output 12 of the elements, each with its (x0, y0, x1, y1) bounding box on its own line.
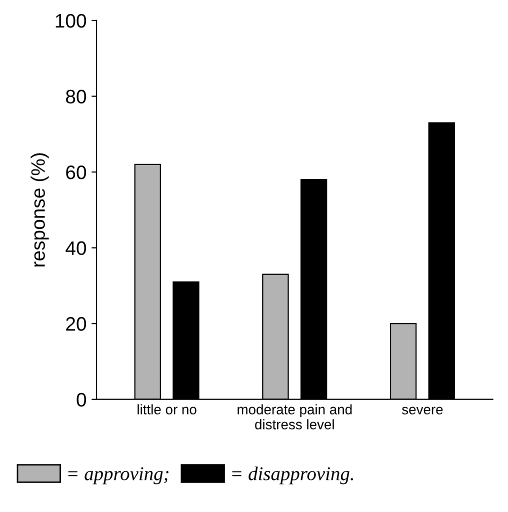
legend-label: = approving; (68, 467, 168, 484)
x-tick-label: moderate pain and distress level (238, 404, 352, 430)
x-tick-label: severe (402, 406, 443, 414)
y-tick-label: 20 (66, 317, 86, 331)
y-tick-label: 100 (56, 14, 86, 28)
y-axis-title: response (%) (30, 153, 49, 266)
y-tick-label: 40 (66, 241, 86, 256)
y-tick-label: 60 (66, 166, 86, 180)
y-tick-label: 0 (76, 392, 86, 407)
legend-label: = disapproving. (232, 466, 354, 484)
x-tick-label: little or no (138, 404, 196, 414)
y-tick-label: 80 (66, 90, 86, 104)
